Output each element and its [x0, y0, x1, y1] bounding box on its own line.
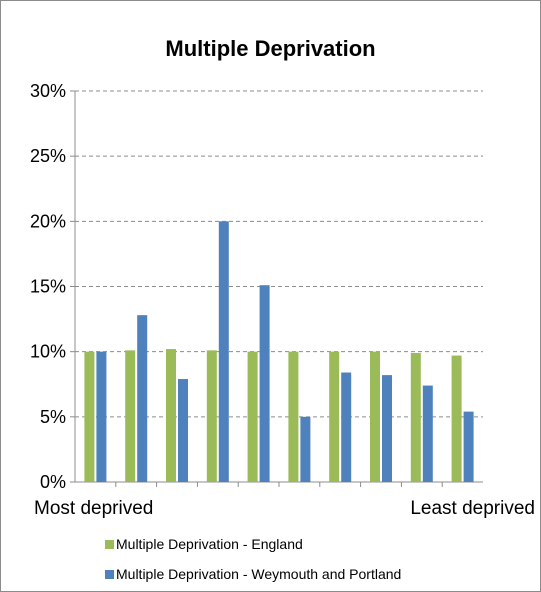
bar-england: [206, 350, 217, 482]
bar-weymouth: [137, 315, 148, 482]
legend-item-england: Multiple Deprivation - England: [105, 536, 303, 552]
legend-swatch-england: [105, 539, 114, 549]
y-tick-label: 5%: [40, 407, 66, 427]
bar-weymouth: [341, 372, 352, 482]
bar-weymouth: [218, 221, 229, 483]
bar-england: [247, 351, 258, 482]
bar-england: [329, 351, 340, 482]
legend-label-england: Multiple Deprivation - England: [116, 536, 303, 552]
bar-england: [288, 351, 299, 482]
legend-item-weymouth: Multiple Deprivation - Weymouth and Port…: [105, 566, 401, 582]
bar-weymouth: [382, 375, 392, 482]
bar-weymouth: [259, 285, 270, 482]
bar-england: [84, 351, 95, 482]
x-label-least-deprived: Least deprived: [410, 498, 535, 519]
y-tick-label: 20%: [30, 211, 66, 231]
bar-england: [410, 352, 421, 482]
bar-england: [370, 351, 380, 482]
legend-label-weymouth: Multiple Deprivation - Weymouth and Port…: [116, 566, 402, 582]
bar-weymouth: [463, 411, 474, 482]
bar-weymouth: [300, 416, 311, 482]
bar-weymouth: [178, 379, 188, 482]
bar-england: [451, 355, 462, 482]
y-tick-label: 25%: [30, 146, 66, 166]
bar-england: [125, 350, 136, 482]
y-tick-label: 30%: [30, 81, 66, 101]
y-tick-label: 15%: [30, 277, 66, 297]
bar-weymouth: [422, 385, 433, 482]
x-label-most-deprived: Most deprived: [34, 498, 153, 519]
legend-swatch-weymouth: [105, 569, 114, 579]
bar-weymouth: [96, 351, 107, 482]
chart-title: Multiple Deprivation: [165, 36, 376, 61]
y-tick-label: 0%: [40, 472, 66, 492]
bar-england: [166, 349, 176, 482]
y-tick-label: 10%: [30, 342, 66, 362]
